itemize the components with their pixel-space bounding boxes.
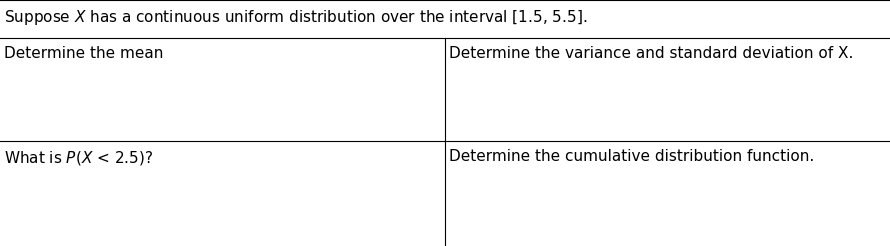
Text: Determine the cumulative distribution function.: Determine the cumulative distribution fu… — [449, 149, 814, 164]
Text: Determine the mean: Determine the mean — [4, 46, 164, 61]
Text: Suppose $\it{X}$ has a continuous uniform distribution over the interval [1.5, 5: Suppose $\it{X}$ has a continuous unifor… — [4, 8, 587, 27]
Text: Determine the variance and standard deviation of X.: Determine the variance and standard devi… — [449, 46, 854, 61]
Text: What is $\it{P}$($\it{X}$ < 2.5)?: What is $\it{P}$($\it{X}$ < 2.5)? — [4, 149, 154, 167]
